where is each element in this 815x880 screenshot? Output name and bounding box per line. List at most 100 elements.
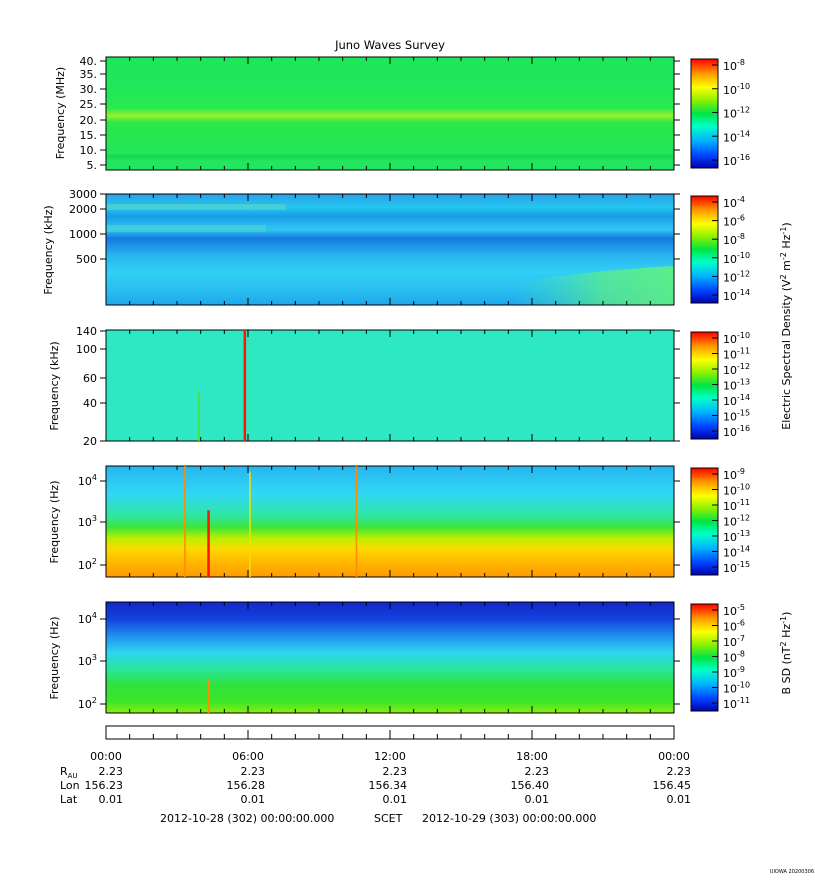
panel-5: Frequency (Hz) 104 103 102 — [48, 601, 680, 714]
colorbar-label: 10-10 — [723, 82, 750, 97]
ytick-label: 102 — [78, 696, 97, 711]
ephem-value: 0.01 — [525, 793, 550, 806]
panel-5-yticks: 104 103 102 — [78, 611, 680, 711]
ephem-value: 156.45 — [653, 779, 692, 792]
colorbar-1 — [690, 58, 719, 169]
colorbar-5 — [690, 603, 719, 712]
ytick-label: 3000 — [69, 188, 97, 201]
colorbar-label: 10-6 — [723, 214, 745, 229]
electric-exp-1: 2 — [779, 274, 788, 279]
ephem-value: 2.23 — [525, 765, 550, 778]
colorbar-label: 10-14 — [723, 393, 750, 408]
ytick-label: 35. — [80, 68, 98, 81]
colorbars: 10-8 10-10 10-12 10-14 10-16 10-4 10-6 10-8 10-1… — [690, 58, 750, 712]
colorbar-2 — [690, 195, 719, 304]
electric-exp-3: -1 — [779, 227, 788, 235]
end-time: 2012-10-29 (303) 00:00:00.000 — [422, 812, 596, 825]
colorbar-4 — [690, 467, 719, 576]
colorbar-label: 10-14 — [723, 288, 750, 303]
panel-2-rising-band — [380, 266, 674, 305]
panel-2-yticks: 3000 2000 1000 500 — [69, 188, 680, 266]
ytick-label: 20 — [83, 435, 97, 448]
ephem-value: 156.34 — [369, 779, 408, 792]
ephem-value: 2.23 — [241, 765, 266, 778]
panel-3-spikes — [197, 330, 247, 441]
colorbar-label: 10-12 — [723, 362, 750, 377]
ytick-label: 103 — [78, 653, 97, 668]
ephemeris-table: RAU 2.23 2.23 2.23 2.23 2.23 Lon 156.23 156.28 15… — [60, 765, 691, 806]
ephem-value: 156.23 — [85, 779, 124, 792]
colorbar-label: 10-10 — [723, 681, 750, 696]
colorbar-label: 10-10 — [723, 331, 750, 346]
colorbar-label: 10-10 — [723, 251, 750, 266]
time-axis-ticks — [105, 730, 675, 739]
colorbar-label: 10-11 — [723, 347, 750, 362]
ytick-label: 5. — [87, 159, 98, 172]
ytick-label: 500 — [76, 253, 97, 266]
footer-stamp: UIOWA 20200306 — [770, 869, 814, 875]
panel-1: Frequency (MHz) 40.35. 30. 25. 20. 15. 10. 5. — [54, 55, 680, 172]
panel-4-yticks: 104 103 102 — [78, 473, 680, 572]
panel-3-spectrogram — [106, 330, 674, 441]
ephem-value: 0.01 — [99, 793, 124, 806]
magnetic-colorbar-title: B SD (nT2 Hz-1) — [779, 612, 793, 695]
start-time: 2012-10-28 (302) 00:00:00.000 — [160, 812, 334, 825]
scet-label: SCET — [374, 812, 403, 825]
colorbar-label: 10-12 — [723, 269, 750, 284]
colorbar-label: 10-15 — [723, 409, 750, 424]
electric-exp-2: -2 — [779, 252, 788, 260]
colorbar-label: 10-10 — [723, 483, 750, 498]
ephem-value: 2.23 — [99, 765, 124, 778]
ytick-label: 20. — [80, 114, 98, 127]
colorbar-3 — [690, 331, 719, 440]
colorbar-label: 10-16 — [723, 424, 750, 439]
ephem-value: 0.01 — [383, 793, 408, 806]
ephem-row-name: Lon — [60, 779, 80, 792]
colorbar-label: 10-15 — [723, 560, 750, 575]
panel-2-ylabel: Frequency (kHz) — [42, 205, 55, 294]
ephem-value: 156.28 — [227, 779, 266, 792]
time-axis: 00:00 06:00 12:00 18:00 00:00 RAU 2.23 2.23 2.2… — [60, 725, 691, 825]
panel-4-ylabel: Frequency (Hz) — [48, 481, 61, 564]
colorbar-label: 10-11 — [723, 498, 750, 513]
panel-5-ylabel: Frequency (Hz) — [48, 617, 61, 700]
panel-3: Frequency (kHz) 140 100 60 40 20 — [48, 325, 680, 448]
colorbar-label: 10-9 — [723, 665, 745, 680]
panel-4: Frequency (Hz) 104 103 102 — [48, 465, 680, 578]
panel-2-left-band-2 — [106, 225, 266, 232]
panel-3-xticks — [105, 330, 675, 441]
ytick-label: 40. — [80, 55, 98, 68]
panel-4-spectrogram — [106, 466, 674, 577]
ytick-label: 2000 — [69, 203, 97, 216]
ephem-value: 156.40 — [511, 779, 550, 792]
colorbar-label: 10-14 — [723, 545, 750, 560]
ephem-value: 2.23 — [383, 765, 408, 778]
colorbar-label: 10-6 — [723, 619, 745, 634]
colorbar-label: 10-8 — [723, 232, 745, 247]
time-label: 18:00 — [516, 750, 548, 763]
ytick-label: 25. — [80, 98, 98, 111]
colorbar-label: 10-7 — [723, 634, 745, 649]
panel-3-ylabel: Frequency (kHz) — [48, 341, 61, 430]
time-label: 12:00 — [374, 750, 406, 763]
ytick-label: 1000 — [69, 228, 97, 241]
colorbar-label: 10-14 — [723, 129, 750, 144]
ytick-label: 100 — [76, 343, 97, 356]
panel-2-xticks — [105, 194, 675, 305]
ytick-label: 140 — [76, 325, 97, 338]
plot-title: Juno Waves Survey — [334, 38, 445, 52]
ytick-label: 104 — [78, 473, 97, 488]
panel-4-spikes — [184, 466, 358, 577]
electric-colorbar-title: Electric Spectral Density (V2 m-2 Hz-1) — [779, 222, 793, 429]
ephem-row-name: RAU — [60, 765, 78, 780]
time-axis-labels: 00:00 06:00 12:00 18:00 00:00 — [90, 750, 690, 763]
electric-title-main: Electric Spectral Density (V — [780, 279, 793, 430]
panel-1-ylabel: Frequency (MHz) — [54, 67, 67, 159]
panel-4-xticks — [105, 466, 675, 577]
colorbar-label: 10-8 — [723, 650, 745, 665]
colorbar-label: 10-13 — [723, 529, 750, 544]
ytick-label: 104 — [78, 611, 97, 626]
ytick-label: 30. — [80, 83, 98, 96]
ephem-value: 0.01 — [667, 793, 692, 806]
